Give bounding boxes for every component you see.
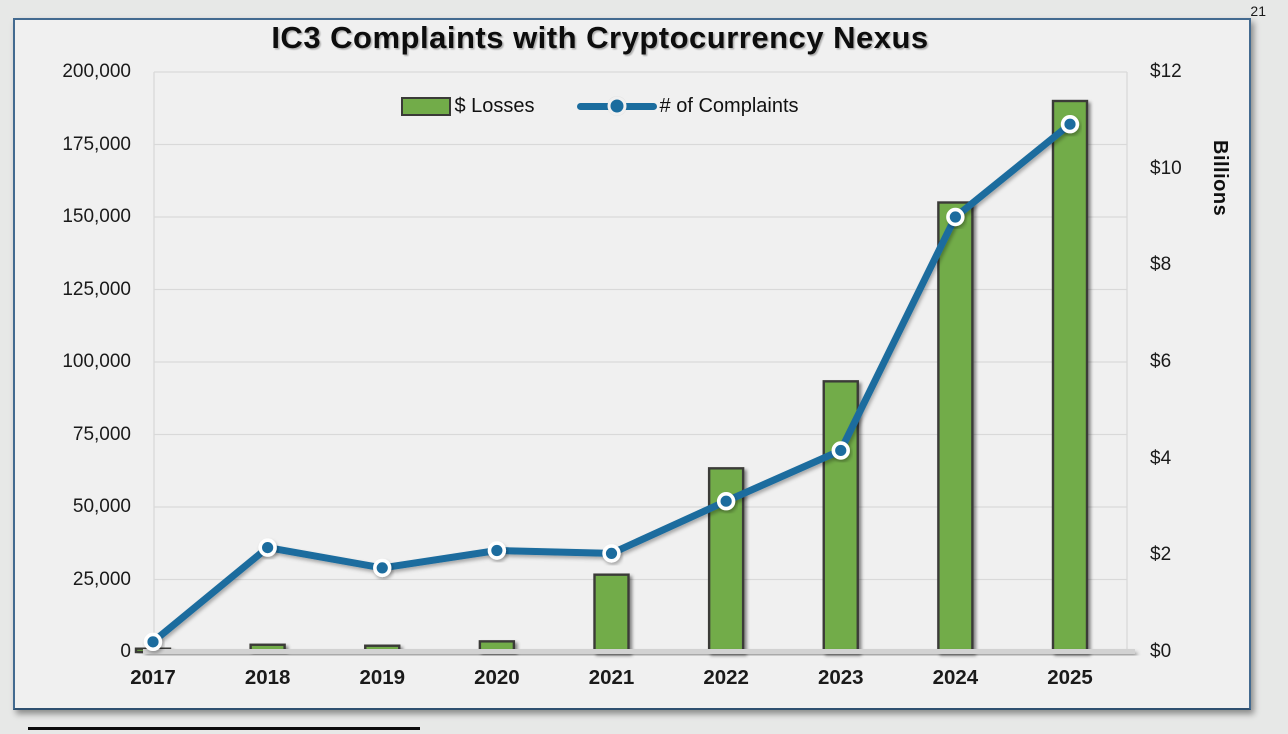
complaints-point-2022 — [716, 492, 736, 511]
complaints-point-2018 — [258, 538, 277, 557]
losses-bar-2024 — [937, 201, 974, 654]
legend-item-complaints: # of Complaints — [576, 94, 799, 118]
left-axis-tick-175,000: 175,000 — [62, 133, 131, 155]
x-axis-tick-2018: 2018 — [244, 666, 291, 689]
legend-item-losses: $ Losses — [401, 94, 535, 118]
right-axis-tick-$8: $8 — [1150, 254, 1172, 276]
right-axis-tick-$10: $10 — [1150, 157, 1182, 179]
right-axis-tick-$12: $12 — [1150, 61, 1182, 82]
right-axis-tick-$0: $0 — [1150, 641, 1172, 662]
losses-bar-2021 — [593, 573, 630, 654]
left-axis-tick-25,000: 25,000 — [72, 568, 131, 590]
left-axis-tick-200,000: 200,000 — [62, 61, 131, 82]
chart-card — [13, 18, 1251, 710]
x-axis-line — [143, 649, 1135, 654]
x-axis-tick-2022: 2022 — [703, 666, 749, 689]
x-axis-tick-2020: 2020 — [474, 666, 520, 689]
footnote-rule — [28, 727, 420, 730]
losses-bar-2025 — [1051, 99, 1089, 654]
left-axis-tick-50,000: 50,000 — [72, 496, 131, 517]
complaints-point-2021 — [602, 544, 621, 563]
complaints-point-2020 — [487, 541, 507, 560]
gridlines — [153, 71, 1128, 653]
x-axis-tick-2023: 2023 — [817, 666, 864, 689]
chart-title: IC3 Complaints with Cryptocurrency Nexus — [271, 20, 929, 55]
left-axis-tick-100,000: 100,000 — [62, 351, 131, 372]
left-axis-tick-125,000: 125,000 — [62, 278, 131, 300]
x-axis-tick-2025: 2025 — [1047, 666, 1093, 689]
legend-label-complaints: # of Complaints — [659, 94, 799, 117]
complaints-line-icon — [576, 95, 657, 117]
page-number: 21 — [1250, 3, 1266, 19]
right-axis-tick-$4: $4 — [1150, 447, 1172, 469]
complaints-point-2025 — [1060, 114, 1080, 134]
complaints-point-2019 — [373, 558, 392, 578]
x-axis-tick-2021: 2021 — [588, 666, 635, 689]
complaints-point-2024 — [946, 207, 965, 227]
right-axis-tick-$6: $6 — [1150, 351, 1172, 372]
complaints-line — [143, 114, 1080, 652]
right-axis-tick-$2: $2 — [1150, 544, 1172, 566]
legend-label-losses: $ Losses — [454, 94, 535, 117]
left-axis-tick-0: 0 — [120, 641, 131, 662]
left-axis-tick-75,000: 75,000 — [72, 423, 131, 445]
complaints-point-2017 — [143, 632, 163, 652]
complaints-point-2023 — [831, 441, 850, 460]
losses-bars — [134, 99, 1089, 654]
losses-swatch-icon — [401, 96, 452, 116]
right-axis-title: Billions — [1209, 140, 1231, 217]
x-axis-tick-2017: 2017 — [130, 666, 176, 689]
x-axis-tick-2019: 2019 — [359, 666, 406, 689]
left-axis-tick-150,000: 150,000 — [62, 206, 131, 227]
x-axis-tick-2024: 2024 — [932, 666, 979, 689]
chart-legend: $ Losses # of Complaints — [30, 93, 1170, 119]
